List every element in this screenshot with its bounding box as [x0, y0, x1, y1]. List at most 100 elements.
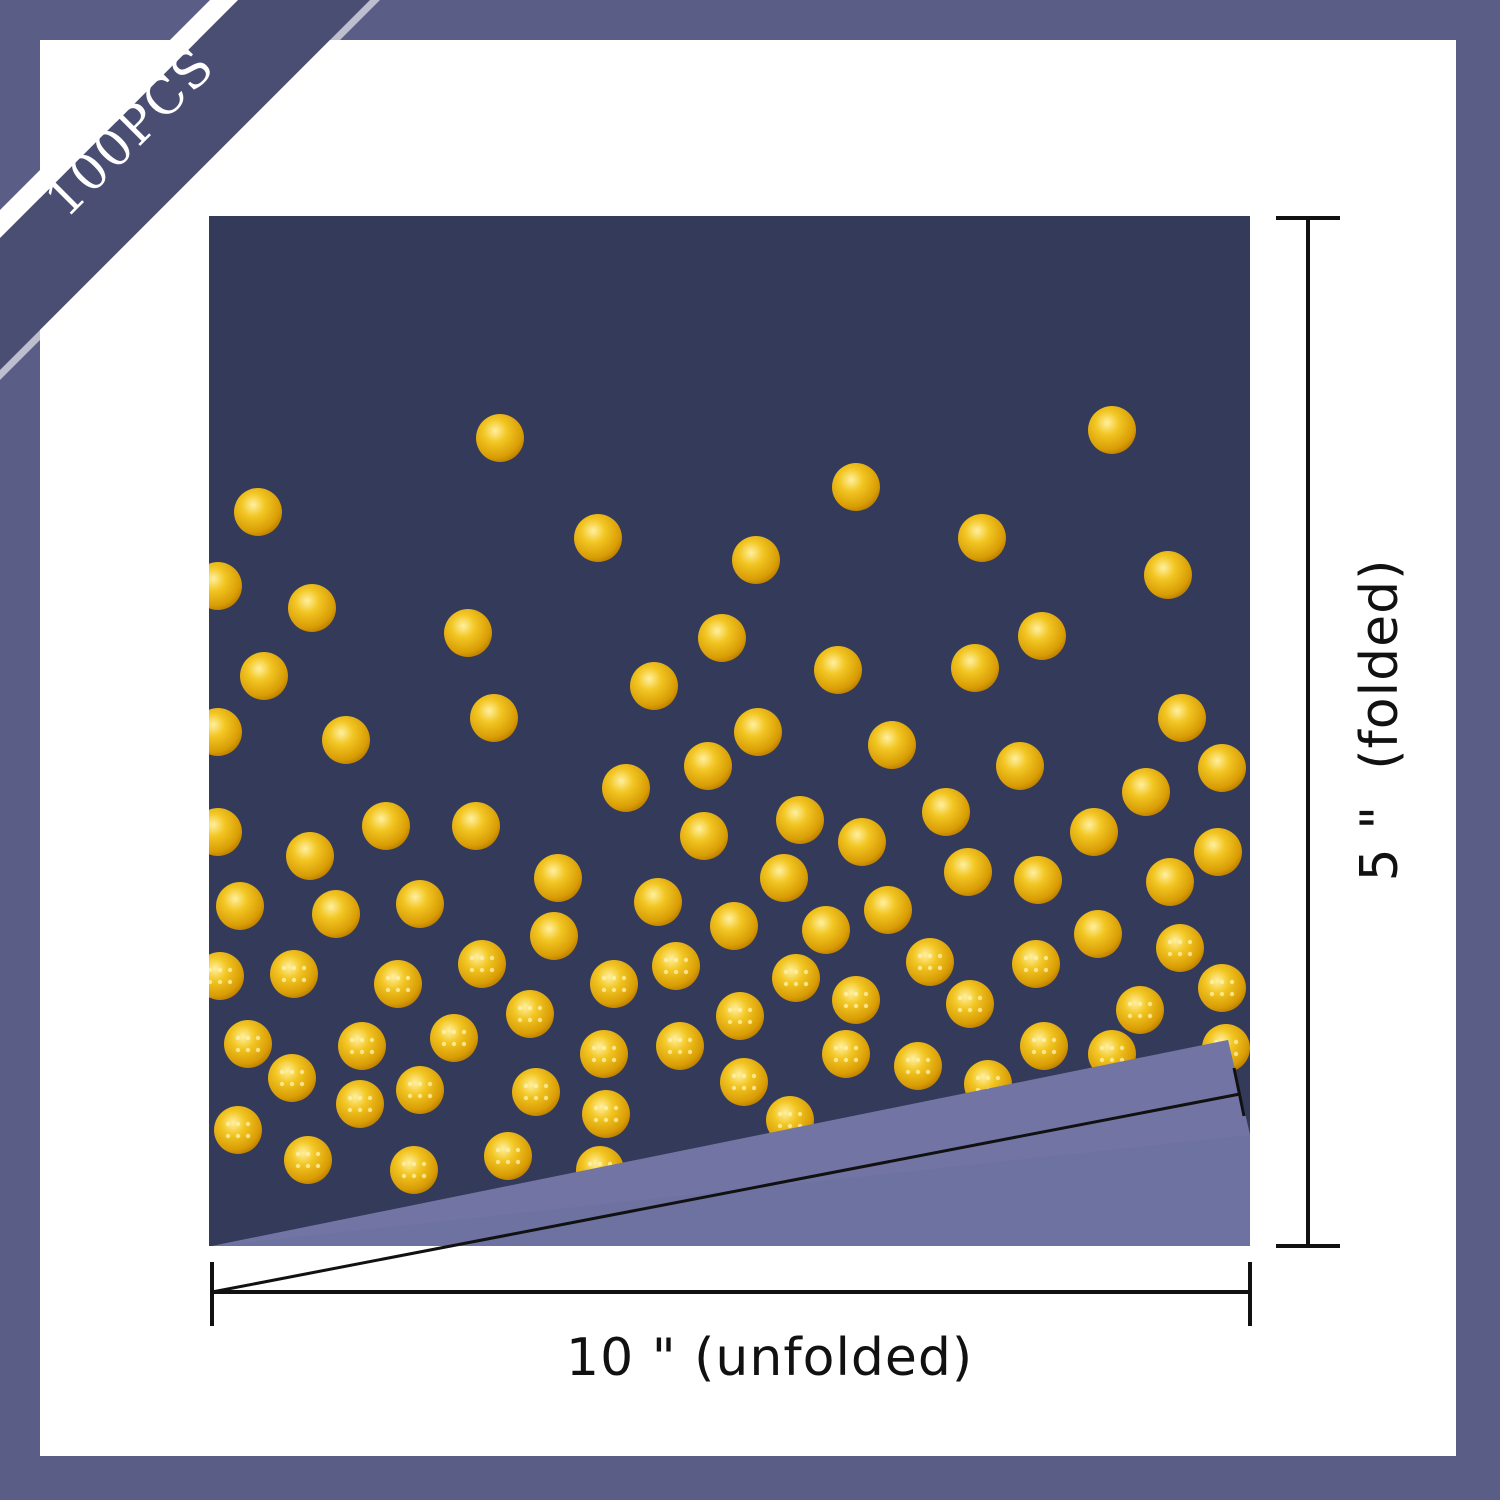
dot-emboss — [347, 1095, 353, 1101]
dot-emboss — [787, 1111, 793, 1117]
dot-emboss — [833, 1057, 839, 1063]
dot-emboss — [359, 1037, 365, 1043]
gold-dot — [656, 1022, 704, 1070]
dot-emboss — [217, 979, 223, 985]
dot-emboss — [597, 1161, 603, 1167]
gold-dot — [958, 514, 1006, 562]
gold-dot — [506, 990, 554, 1038]
gold-dot — [951, 644, 999, 692]
dot-emboss — [245, 1121, 251, 1127]
dot-emboss — [667, 1037, 673, 1043]
dot-emboss — [747, 1007, 753, 1013]
gold-dot — [216, 882, 264, 930]
gold-dot — [776, 796, 824, 844]
gold-dot — [476, 414, 524, 462]
dot-emboss — [401, 1161, 407, 1167]
gold-dot — [720, 1058, 768, 1106]
gold-dot — [224, 1020, 272, 1068]
dot-emboss — [1041, 1037, 1047, 1043]
dot-emboss — [1041, 1049, 1047, 1055]
dot-emboss — [977, 1007, 983, 1013]
dot-emboss — [663, 957, 669, 963]
dot-emboss — [917, 953, 923, 959]
dot-emboss — [1187, 939, 1193, 945]
dot-emboss — [977, 995, 983, 1001]
dot-emboss — [427, 1081, 433, 1087]
dot-emboss — [937, 953, 943, 959]
dot-emboss — [663, 969, 669, 975]
dot-emboss — [417, 1093, 423, 1099]
dot-emboss — [667, 1049, 673, 1055]
gold-dot — [684, 742, 732, 790]
gold-dot — [312, 890, 360, 938]
dot-emboss — [793, 969, 799, 975]
gold-dot — [390, 1146, 438, 1194]
dot-emboss — [863, 991, 869, 997]
dot-emboss — [1119, 1045, 1125, 1051]
dot-emboss — [853, 1003, 859, 1009]
dot-emboss — [533, 1095, 539, 1101]
gold-dot — [710, 902, 758, 950]
dot-emboss — [369, 1049, 375, 1055]
dot-emboss — [1147, 1013, 1153, 1019]
gold-dot — [1122, 768, 1170, 816]
dot-emboss — [683, 969, 689, 975]
gold-dot — [338, 1022, 386, 1070]
gold-dot — [1020, 1022, 1068, 1070]
dot-emboss — [1167, 951, 1173, 957]
dot-emboss — [1209, 991, 1215, 997]
dot-emboss — [957, 995, 963, 1001]
gold-dot — [652, 942, 700, 990]
dot-emboss — [967, 995, 973, 1001]
gold-dot — [1012, 940, 1060, 988]
gold-dot — [802, 906, 850, 954]
gold-dot — [322, 716, 370, 764]
dot-emboss — [853, 1057, 859, 1063]
gold-dot — [602, 764, 650, 812]
dot-emboss — [591, 1057, 597, 1063]
dot-emboss — [603, 1117, 609, 1123]
dot-emboss — [967, 1007, 973, 1013]
dot-emboss — [227, 967, 233, 973]
dot-emboss — [421, 1161, 427, 1167]
gold-dot — [922, 788, 970, 836]
gold-dot — [1198, 744, 1246, 792]
dot-emboss — [227, 979, 233, 985]
dot-emboss — [305, 1151, 311, 1157]
dot-emboss — [407, 1093, 413, 1099]
gold-dot — [234, 488, 282, 536]
dot-emboss — [225, 1121, 231, 1127]
dot-emboss — [677, 1037, 683, 1043]
dot-emboss — [1099, 1057, 1105, 1063]
dot-emboss — [489, 955, 495, 961]
dot-emboss — [235, 1133, 241, 1139]
dot-emboss — [591, 1045, 597, 1051]
dot-emboss — [245, 1133, 251, 1139]
dot-emboss — [1137, 1013, 1143, 1019]
dot-emboss — [747, 1019, 753, 1025]
dot-emboss — [737, 1007, 743, 1013]
gold-dot — [634, 878, 682, 926]
dot-emboss — [687, 1037, 693, 1043]
gold-dot — [864, 886, 912, 934]
dot-emboss — [357, 1107, 363, 1113]
dot-emboss — [517, 1017, 523, 1023]
dot-emboss — [305, 1163, 311, 1169]
dot-emboss — [451, 1029, 457, 1035]
dot-emboss — [1051, 1049, 1057, 1055]
dot-emboss — [1033, 967, 1039, 973]
gold-dot — [452, 802, 500, 850]
gold-dot — [284, 1136, 332, 1184]
dot-emboss — [441, 1029, 447, 1035]
dot-emboss — [405, 987, 411, 993]
dot-emboss — [295, 1151, 301, 1157]
dot-emboss — [225, 1133, 231, 1139]
dot-emboss — [687, 1049, 693, 1055]
gold-dot — [530, 912, 578, 960]
dot-emboss — [1229, 991, 1235, 997]
gold-dot — [1144, 551, 1192, 599]
dot-emboss — [291, 965, 297, 971]
dot-emboss — [915, 1057, 921, 1063]
